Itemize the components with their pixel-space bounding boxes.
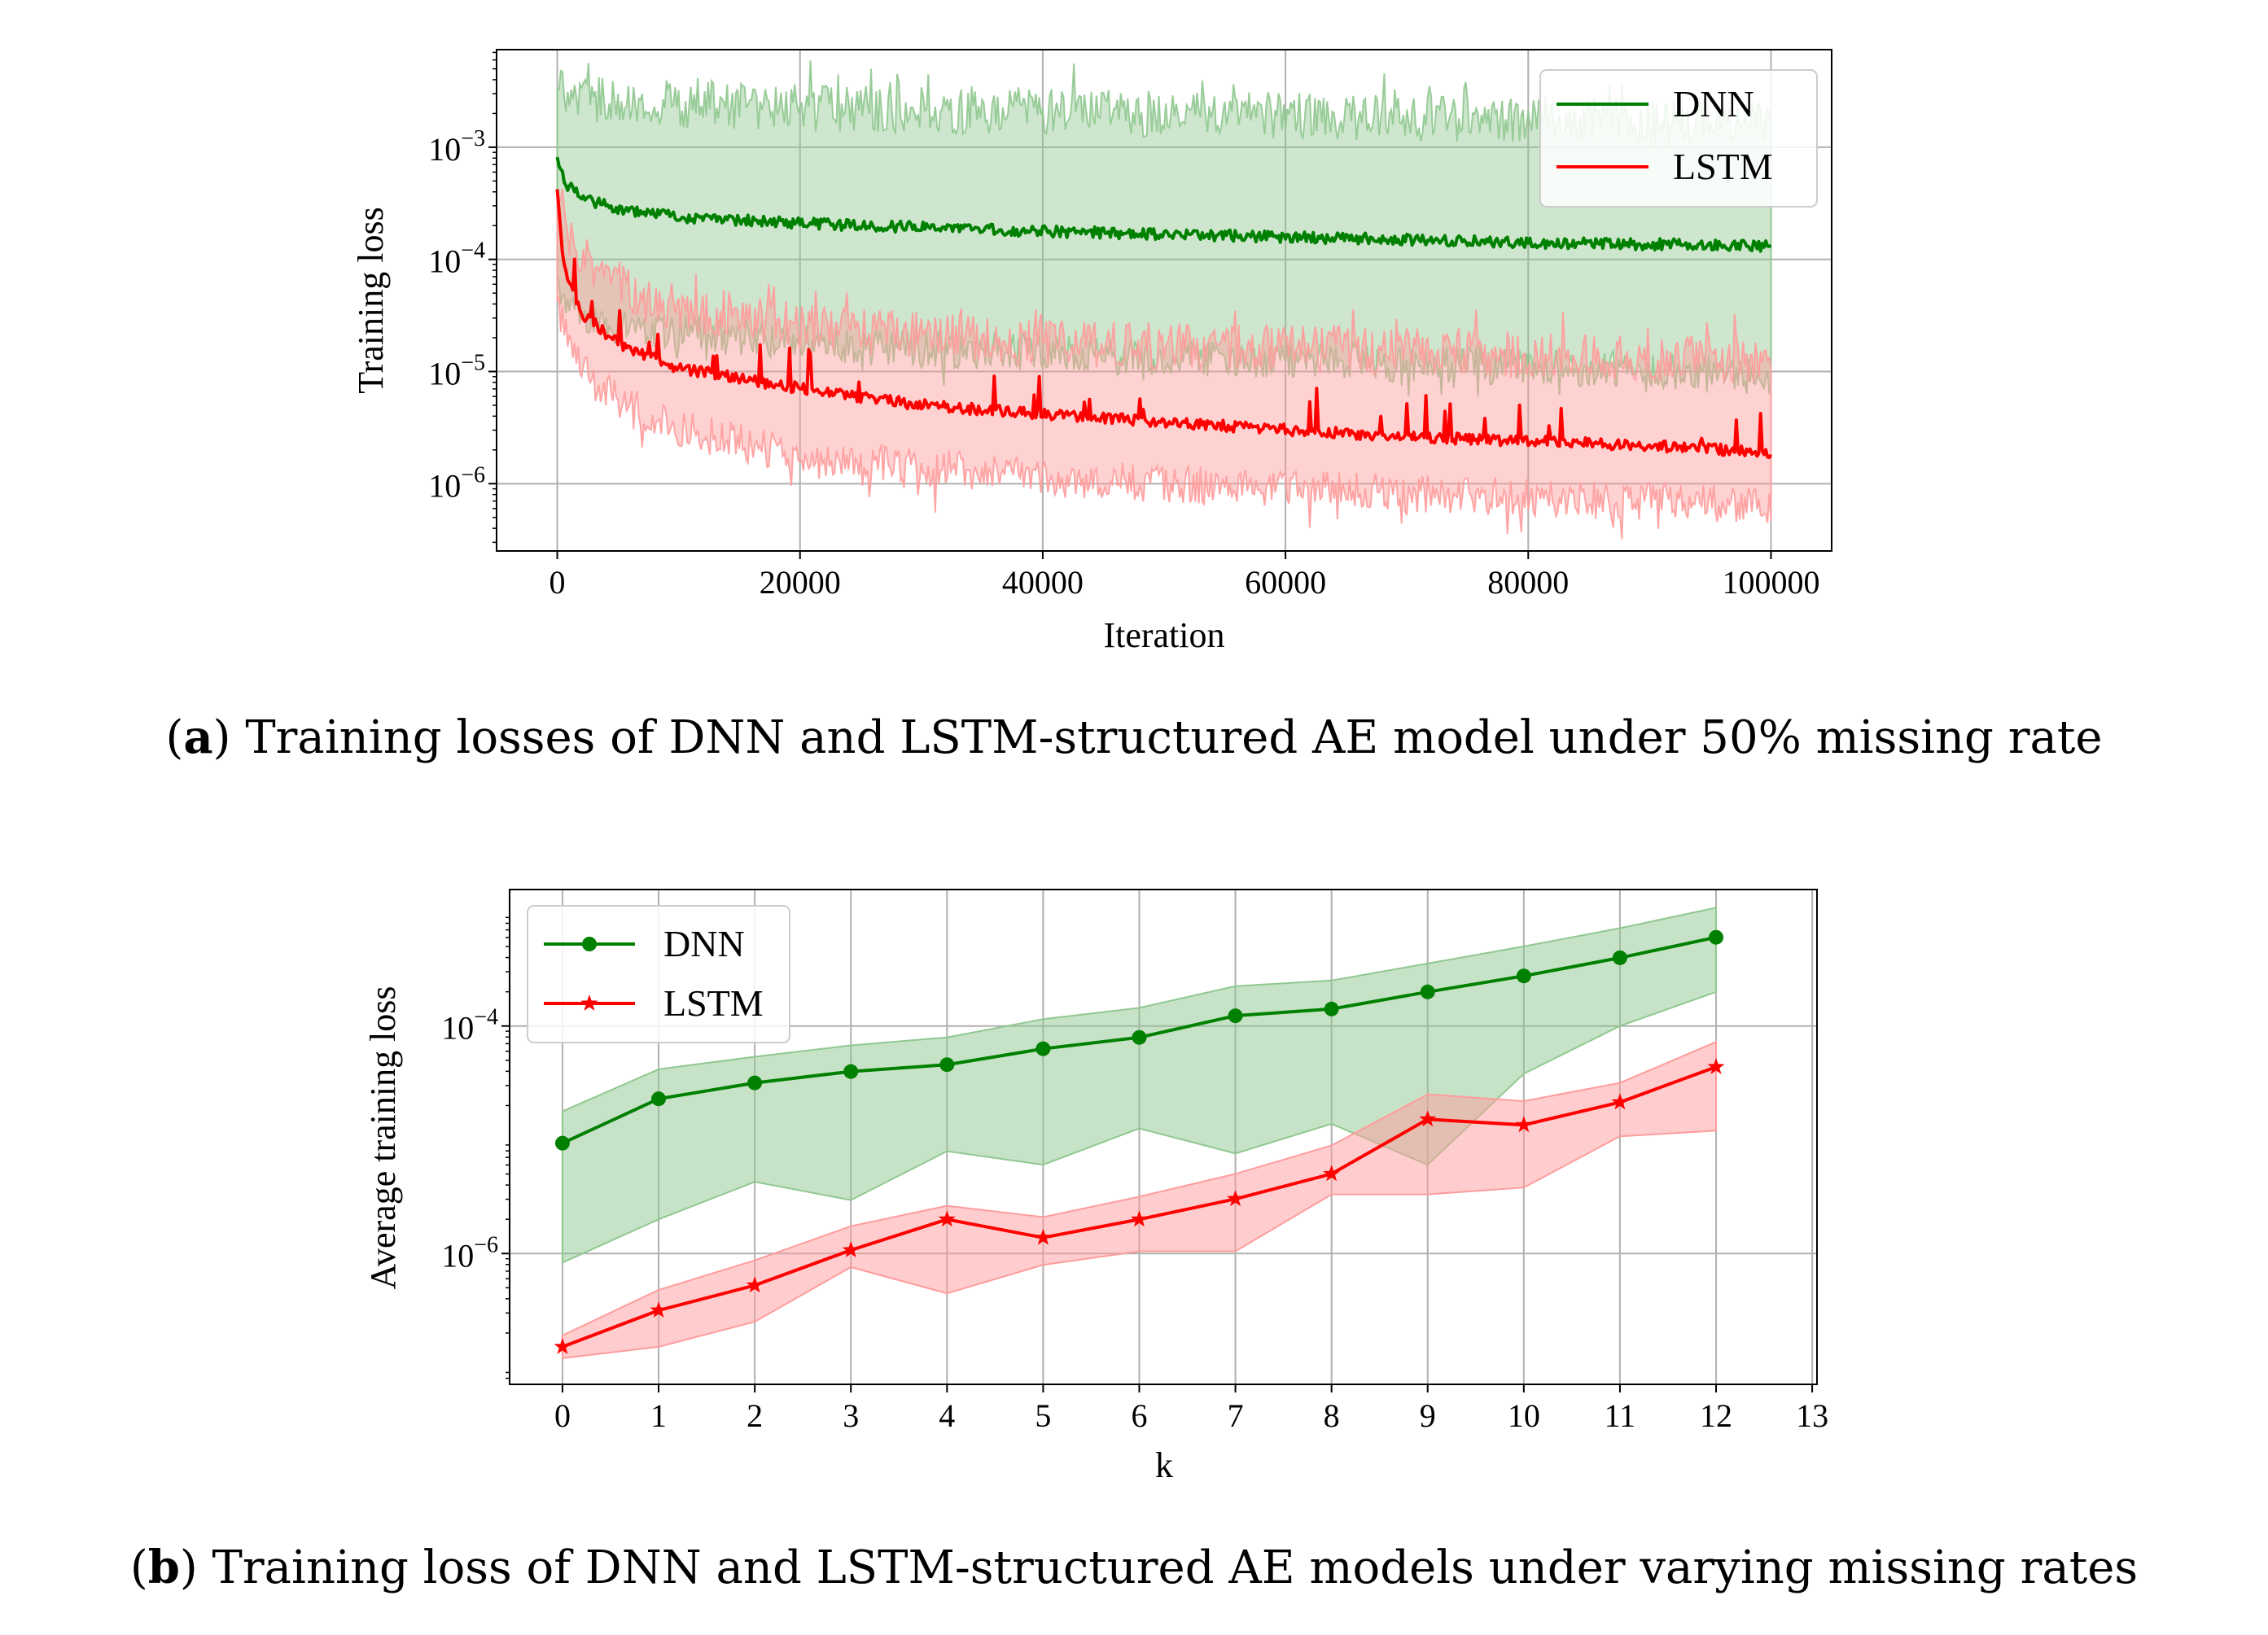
b-point-lstm-0 [554,1337,571,1354]
b-xtick-label-11: 11 [1605,1397,1636,1434]
a-ytick-label-3-base: 10 [428,131,461,168]
b-legend: DNN LSTM [527,905,790,1043]
b-markers [554,929,1725,1354]
b-point-lstm-5 [1034,1228,1052,1245]
b-caption-letter: b [148,1541,180,1594]
b-xtick-label-5: 5 [1035,1397,1051,1434]
b-point-lstm-7 [1227,1190,1244,1207]
a-caption-letter: a [183,710,212,764]
b-xtick-label-2: 2 [747,1397,763,1434]
b-xtick-label-12: 12 [1700,1397,1732,1434]
a-legend-lstm-label: LSTM [1673,146,1773,187]
b-point-dnn-9 [1420,984,1435,999]
a-legend-dnn-label: DNN [1673,83,1754,125]
b-point-dnn-8 [1324,1001,1339,1016]
b-legend-dnn-label: DNN [663,923,745,964]
b-point-lstm-4 [938,1210,956,1227]
a-ytick-label-1: 10−5 [428,351,485,392]
b-ytick-label-1-base: 10 [441,1010,474,1047]
panel-b: 0 1 2 3 4 5 6 7 8 9 10 11 12 13 10−610−4 k Average tr… [130,889,2138,1594]
b-point-dnn-0 [554,1135,570,1151]
a-ytick-label-3-exp: −3 [461,126,485,151]
b-caption-text: Training loss of DNN and LSTM-structured… [212,1541,2139,1594]
b-ytick-label-0: 10−6 [441,1232,498,1274]
a-line-lstm [555,189,1773,460]
a-xtick-label-4: 80000 [1487,564,1569,601]
b-point-dnn-5 [1035,1041,1051,1056]
b-ytick-label-1: 10−4 [441,1005,498,1047]
a-ytick-label-3: 10−3 [428,126,485,168]
b-xtick-label-4: 4 [939,1397,955,1434]
b-ytick-label-0-exp: −6 [474,1232,498,1257]
a-xtick-label-0: 0 [549,564,566,601]
b-point-dnn-6 [1132,1030,1147,1045]
b-x-axis-label: k [1155,1445,1173,1485]
b-point-dnn-1 [651,1091,667,1107]
b-xtick-label-7: 7 [1228,1397,1244,1434]
b-point-lstm-11 [1611,1093,1629,1110]
a-xtick-label-5: 100000 [1722,564,1819,601]
b-caption: (b) Training loss of DNN and LSTM-struct… [130,1541,2138,1594]
b-legend-dnn-marker [582,937,597,951]
b-point-lstm-6 [1131,1210,1148,1227]
a-xtick-label-2: 40000 [1002,564,1084,601]
a-y-ticks: 10−610−510−410−3 [428,51,497,544]
a-ytick-label-2-exp: −4 [461,238,485,264]
a-y-axis-label: Training loss [351,207,391,393]
a-x-axis-label: Iteration [1103,615,1224,655]
a-line-dnn [555,156,1772,253]
a-ytick-label-2: 10−4 [428,238,485,280]
b-point-dnn-3 [843,1064,859,1079]
a-lines [555,156,1773,460]
a-bands [556,60,1772,540]
b-x-ticks: 0 1 2 3 4 5 6 7 8 9 10 11 12 13 [554,1384,1828,1434]
a-legend: DNN LSTM [1539,69,1818,208]
b-point-dnn-10 [1516,968,1531,984]
a-ytick-label-0-exp: −6 [461,462,485,487]
a-plot-frame [496,49,1832,552]
b-point-dnn-2 [747,1075,763,1091]
b-point-dnn-12 [1709,929,1724,945]
b-point-dnn-7 [1228,1008,1243,1024]
b-xtick-label-6: 6 [1131,1397,1147,1434]
b-legend-lstm-marker [580,995,598,1011]
b-xtick-label-8: 8 [1324,1397,1340,1434]
b-point-lstm-10 [1515,1116,1533,1133]
b-xtick-label-0: 0 [554,1397,571,1434]
a-caption: (a) Training losses of DNN and LSTM-stru… [166,710,2103,764]
b-point-lstm-2 [746,1276,764,1293]
b-y-ticks: 10−610−4 [441,916,510,1379]
b-point-lstm-1 [650,1301,668,1318]
b-point-dnn-11 [1612,950,1627,965]
b-xtick-label-3: 3 [843,1397,859,1434]
b-point-lstm-9 [1419,1110,1437,1127]
b-xtick-label-10: 10 [1508,1397,1540,1434]
b-y-axis-label: Average training loss [363,986,403,1289]
b-point-lstm-12 [1707,1058,1725,1074]
a-ytick-label-0: 10−6 [428,462,485,504]
b-point-lstm-8 [1323,1165,1341,1182]
a-xtick-label-3: 60000 [1245,564,1326,601]
a-caption-text: Training losses of DNN and LSTM-structur… [245,711,2102,764]
a-ytick-label-1-base: 10 [428,356,461,392]
a-ytick-label-2-base: 10 [428,243,461,280]
b-xtick-label-9: 9 [1420,1397,1436,1434]
b-point-lstm-3 [842,1241,860,1257]
a-xtick-label-1: 20000 [760,564,841,601]
b-ytick-label-0-base: 10 [441,1237,474,1274]
b-xtick-label-13: 13 [1796,1397,1828,1434]
b-legend-lstm-label: LSTM [663,982,764,1024]
b-plot-frame [509,889,1818,1385]
a-band-lstm [556,188,1772,540]
b-xtick-label-1: 1 [650,1397,667,1434]
a-x-ticks: 0 20000 40000 60000 80000 100000 [549,551,1819,601]
a-ytick-label-0-base: 10 [428,467,461,504]
b-point-dnn-4 [939,1057,955,1073]
panel-a: 0 20000 40000 60000 80000 100000 10−610−510−4… [166,49,2103,764]
b-ytick-label-1-exp: −4 [474,1005,498,1030]
a-ytick-label-1-exp: −5 [461,351,485,376]
